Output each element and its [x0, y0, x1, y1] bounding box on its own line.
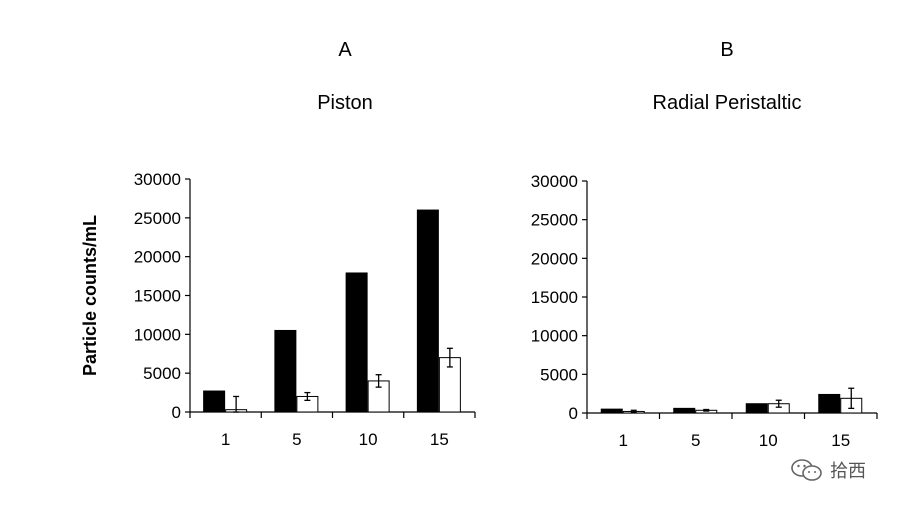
x-tick-label: 1 [619, 431, 628, 450]
y-axis-label: Particle counts/mL [80, 215, 100, 376]
y-tick-label: 10000 [134, 325, 181, 344]
bar [203, 390, 226, 413]
y-tick-label: 0 [172, 403, 181, 422]
y-tick-label: 10000 [531, 327, 578, 346]
x-tick-label: 5 [691, 431, 700, 450]
panel-label: A [338, 39, 352, 61]
x-tick-label: 15 [831, 431, 850, 450]
panel-label: B [720, 39, 733, 61]
y-tick-label: 20000 [134, 248, 181, 267]
chart-title: Piston [317, 92, 373, 114]
y-tick-label: 15000 [134, 287, 181, 306]
panel-b: B Radial Peristaltic 0 5000 10000 15000 20000 2… [531, 39, 878, 450]
y-tick-label: 25000 [531, 211, 578, 230]
bar [600, 408, 623, 414]
y-tick-label: 30000 [531, 172, 578, 191]
bar [818, 393, 841, 414]
x-tick-label: 5 [292, 430, 301, 449]
wechat-icon [791, 459, 822, 481]
bar [274, 329, 297, 413]
x-tick-label: 15 [430, 430, 449, 449]
bar [345, 272, 368, 413]
bar [673, 407, 696, 414]
watermark-text: 拾西 [830, 461, 866, 481]
watermark: 拾西 [790, 457, 866, 483]
y-tick-label: 25000 [134, 209, 181, 228]
x-tick-label: 1 [221, 430, 230, 449]
y-tick-label: 15000 [531, 288, 578, 307]
chart-title: Radial Peristaltic [653, 92, 802, 114]
bar [745, 403, 768, 414]
y-tick-label: 0 [569, 404, 578, 423]
y-tick-label: 5000 [540, 365, 578, 384]
panel-a: A Piston 0 5000 10000 15000 20000 25000 30000 Par… [80, 39, 476, 449]
x-tick-label: 10 [759, 431, 778, 450]
y-tick-label: 20000 [531, 249, 578, 268]
bar [416, 209, 439, 413]
y-tick-label: 5000 [143, 364, 181, 383]
x-tick-label: 10 [359, 430, 378, 449]
y-tick-label: 30000 [134, 170, 181, 189]
